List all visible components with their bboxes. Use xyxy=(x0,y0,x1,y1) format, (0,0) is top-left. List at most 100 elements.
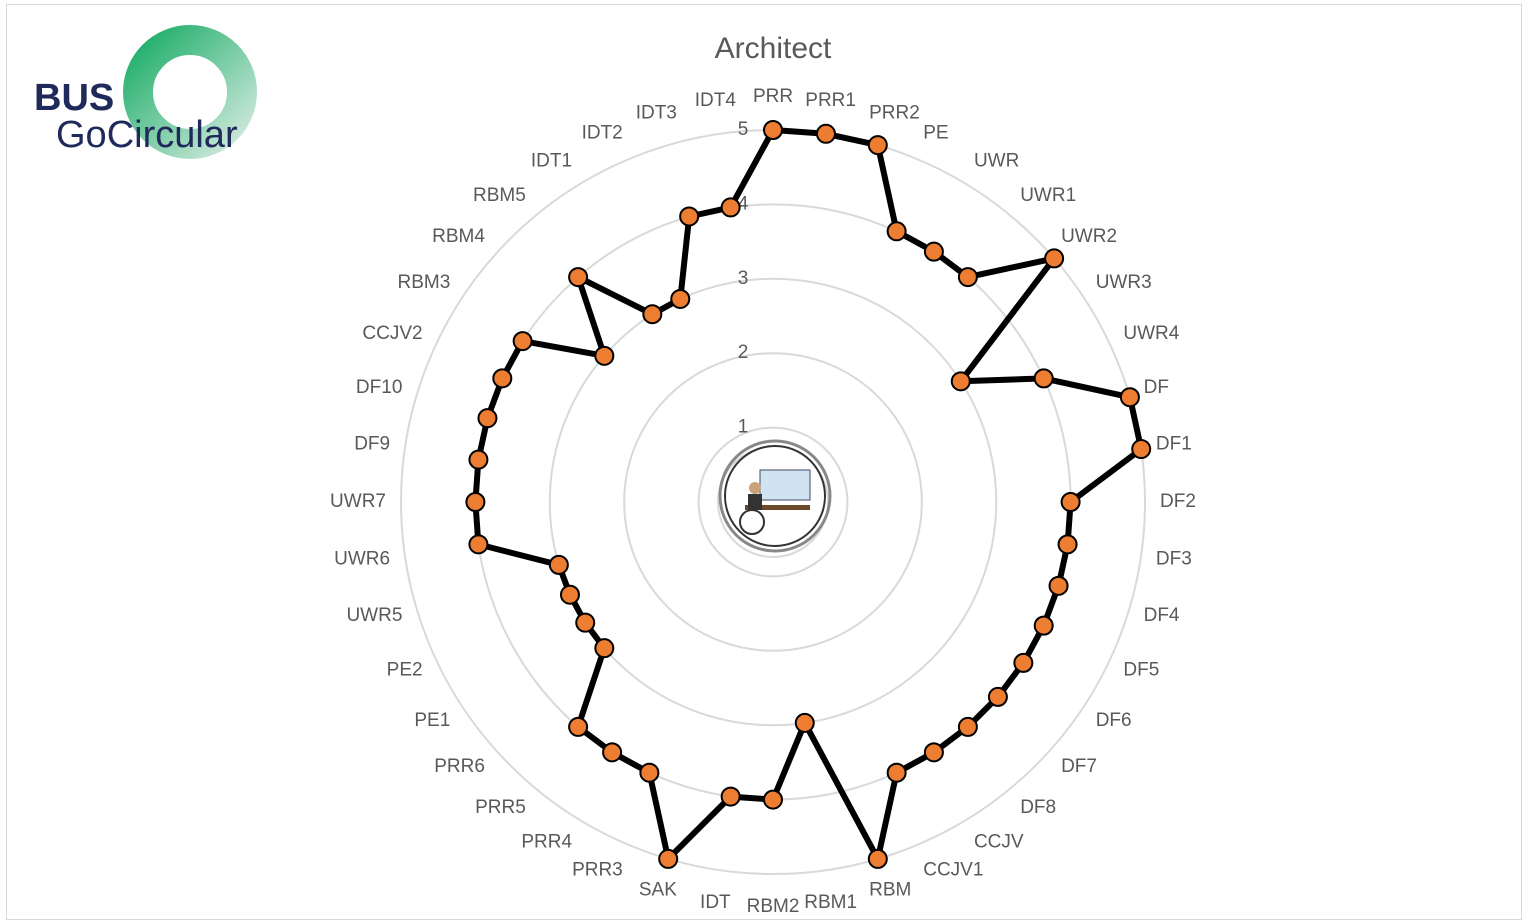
data-point xyxy=(1131,439,1152,460)
category-label: DF8 xyxy=(1020,797,1056,818)
category-label: IDT xyxy=(700,892,731,913)
grid-ring xyxy=(697,426,849,578)
category-label: PE2 xyxy=(387,659,423,680)
category-label: SAK xyxy=(639,880,677,901)
category-label: IDT1 xyxy=(531,150,572,171)
category-label: UWR3 xyxy=(1096,272,1152,293)
category-label: PE1 xyxy=(414,710,450,731)
data-point xyxy=(670,288,691,309)
chart-title: Architect xyxy=(715,32,832,65)
r-tick-label: 5 xyxy=(738,119,749,140)
category-label: PRR xyxy=(753,86,793,107)
data-point xyxy=(1033,615,1054,636)
data-point xyxy=(1033,368,1054,389)
data-point xyxy=(639,762,660,783)
data-point xyxy=(1119,387,1140,408)
category-label: UWR6 xyxy=(334,549,390,570)
data-point xyxy=(548,554,569,575)
data-point xyxy=(763,789,783,810)
category-label: IDT3 xyxy=(636,102,677,123)
data-point xyxy=(465,492,486,512)
logo-text: GoCircular xyxy=(56,114,238,156)
category-label: DF6 xyxy=(1096,710,1132,731)
category-label: PRR4 xyxy=(521,832,572,853)
category-label: RBM5 xyxy=(473,185,526,206)
data-point xyxy=(679,206,700,227)
data-point xyxy=(1057,534,1078,555)
data-point xyxy=(794,712,815,733)
data-point xyxy=(658,848,679,869)
data-point xyxy=(642,304,663,325)
data-point xyxy=(957,267,978,288)
data-point xyxy=(763,120,783,140)
category-label: UWR5 xyxy=(346,605,402,626)
grid-ring xyxy=(548,277,998,727)
data-point xyxy=(559,584,580,605)
category-label: CCJV2 xyxy=(362,323,422,344)
data-point xyxy=(1044,248,1065,269)
data-point xyxy=(886,762,907,783)
category-label: PRR1 xyxy=(805,90,856,111)
r-tick-label: 1 xyxy=(738,417,749,438)
category-label: PRR5 xyxy=(475,797,526,818)
category-label: CCJV1 xyxy=(923,859,983,880)
data-point xyxy=(950,371,971,392)
category-label: DF2 xyxy=(1160,491,1196,512)
data-point xyxy=(886,221,907,242)
data-point xyxy=(594,638,615,659)
center-icon xyxy=(717,439,832,558)
category-label: PRR6 xyxy=(434,756,485,777)
r-tick-label: 4 xyxy=(738,193,749,214)
category-label: DF xyxy=(1144,377,1169,398)
frame xyxy=(6,4,1522,920)
data-point xyxy=(923,241,944,262)
category-label: RBM3 xyxy=(397,272,450,293)
category-label: UWR7 xyxy=(330,491,386,512)
data-point xyxy=(720,786,741,807)
category-label: DF5 xyxy=(1123,659,1159,680)
category-label: RBM2 xyxy=(747,896,800,917)
category-label: DF10 xyxy=(356,377,402,398)
category-label: UWR4 xyxy=(1123,323,1179,344)
category-label: DF3 xyxy=(1156,549,1192,570)
category-label: DF4 xyxy=(1144,605,1180,626)
data-point xyxy=(468,449,489,470)
series xyxy=(465,120,1152,869)
data-point xyxy=(575,612,596,633)
category-label: PRR2 xyxy=(869,102,920,123)
category-label: RBM xyxy=(869,880,911,901)
logo-ring xyxy=(123,25,257,159)
data-point xyxy=(720,197,741,218)
r-tick-label: 3 xyxy=(738,268,749,289)
category-label: RBM1 xyxy=(804,892,857,913)
data-point xyxy=(987,686,1008,707)
category-label: PRR3 xyxy=(572,859,623,880)
category-label: DF7 xyxy=(1061,756,1097,777)
data-point xyxy=(468,534,489,555)
data-point xyxy=(512,331,533,352)
data-point xyxy=(568,267,589,288)
data-point xyxy=(492,368,513,389)
data-point xyxy=(568,716,589,737)
category-label: RBM4 xyxy=(432,226,485,247)
data-point xyxy=(477,408,498,429)
data-point xyxy=(957,716,978,737)
category-label: CCJV xyxy=(974,832,1024,853)
data-point xyxy=(923,742,944,763)
category-label: IDT2 xyxy=(582,123,623,144)
category-label: UWR xyxy=(974,150,1019,171)
logo-text: BUS xyxy=(34,77,114,119)
category-label: IDT4 xyxy=(695,90,737,111)
category-label: UWR2 xyxy=(1061,226,1117,247)
data-point xyxy=(602,742,623,763)
logo: BUS GoCircular xyxy=(34,25,257,159)
category-label: DF9 xyxy=(354,433,390,454)
r-tick-label: 2 xyxy=(738,342,749,363)
data-point xyxy=(1013,652,1034,673)
data-point xyxy=(815,123,836,144)
grid-ring xyxy=(623,352,923,652)
data-point xyxy=(867,848,888,869)
data-point xyxy=(1060,492,1081,512)
